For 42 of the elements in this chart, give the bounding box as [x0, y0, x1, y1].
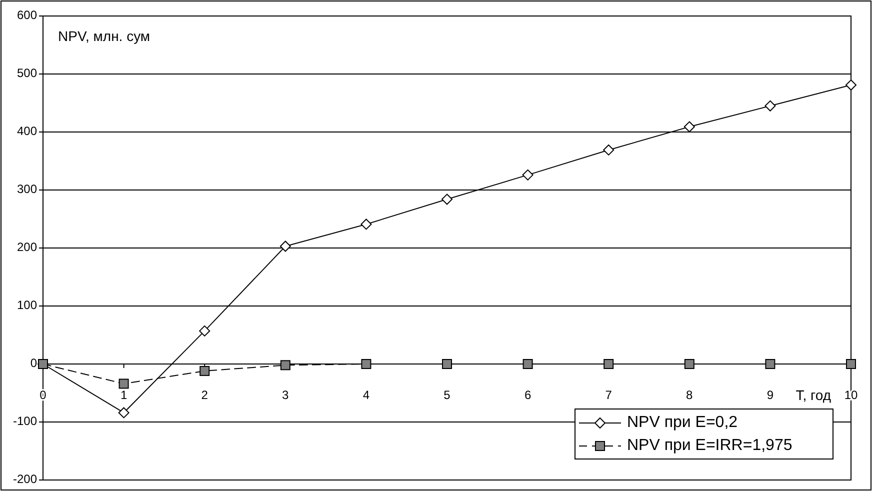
point — [684, 121, 695, 132]
x-tick-label: 4 — [362, 388, 370, 402]
point — [361, 359, 372, 369]
x-tick-label: 3 — [282, 388, 290, 402]
y-tick-label: 300 — [16, 182, 38, 196]
point — [604, 359, 614, 369]
point — [603, 144, 614, 156]
point — [118, 378, 129, 389]
y-tick-label: 100 — [16, 298, 38, 312]
point — [764, 100, 776, 112]
x-tick-label: 5 — [444, 388, 451, 402]
legend-label: NPV при E=IRR=1,975 — [627, 437, 792, 454]
y-axis-title: NPV, млн. сум — [58, 28, 150, 44]
x-tick-label: 2 — [201, 388, 208, 402]
point — [118, 407, 130, 418]
point — [442, 359, 452, 369]
point — [846, 359, 856, 369]
point — [200, 366, 210, 376]
y-tick-label: -100 — [12, 414, 38, 428]
point — [684, 359, 694, 369]
y-tick-label: 400 — [16, 124, 38, 138]
x-tick-label: 7 — [605, 388, 612, 402]
x-axis-title: T, год — [796, 387, 831, 403]
x-tick-label: 8 — [686, 388, 694, 402]
point — [522, 359, 533, 369]
point — [442, 194, 452, 205]
x-tick-label: 1 — [120, 388, 128, 402]
legend-label: NPV при E=0,2 — [627, 414, 738, 432]
point — [280, 360, 290, 370]
point — [522, 169, 534, 180]
y-tick-label: 600 — [16, 8, 38, 22]
x-tick-label: 9 — [766, 388, 774, 402]
y-tick-label: 500 — [16, 66, 38, 80]
point — [199, 325, 210, 336]
point — [280, 240, 291, 252]
y-tick-label: 0 — [30, 356, 38, 370]
y-tick-label: 200 — [16, 240, 38, 254]
point — [765, 359, 776, 369]
y-tick-label: -200 — [12, 472, 38, 486]
point — [846, 80, 856, 91]
x-tick-label: 6 — [524, 388, 532, 402]
point — [360, 218, 372, 230]
